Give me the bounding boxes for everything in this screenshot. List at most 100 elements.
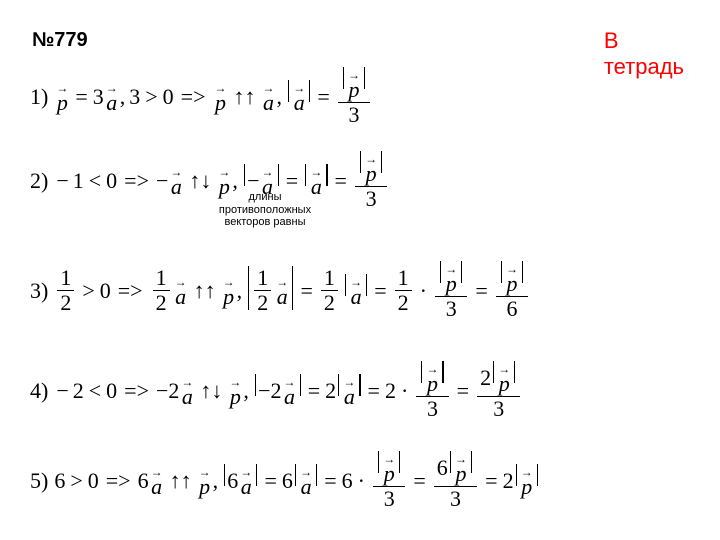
minus: − (56, 378, 68, 404)
dot: · (420, 278, 427, 304)
three: 3 (129, 84, 140, 110)
equals: = (264, 468, 276, 494)
item-2: 2) − 1 < 0 => − →a ↑↓ →p , −→a = →a = →p… (30, 150, 700, 211)
six: 6 (342, 468, 353, 494)
zero: 0 (100, 278, 111, 304)
opposite-dir: ↑↓ (200, 378, 222, 404)
vec-a: →a (181, 374, 193, 408)
equals: = (324, 468, 336, 494)
coef-3: 3 (93, 84, 104, 110)
implies: => (124, 168, 149, 194)
frac-p-over-3: →p 3 (435, 260, 467, 321)
equals: = (75, 84, 87, 110)
vec-p: →p (229, 374, 241, 408)
two: 2 (503, 468, 514, 494)
equals: = (368, 378, 380, 404)
equals: = (457, 378, 469, 404)
vec-p: →p (223, 274, 235, 308)
abs-6a: 6→a (222, 464, 259, 498)
six: 6 (282, 468, 293, 494)
frac-p-over-3: →p 3 (416, 360, 448, 421)
codirected: ↑↑ (194, 278, 216, 304)
six: 6 (138, 468, 149, 494)
equals: = (335, 168, 347, 194)
zero: 0 (88, 468, 99, 494)
zero: 0 (163, 84, 174, 110)
item-5-index: 5) (30, 468, 48, 494)
vec-a: →a (106, 80, 118, 114)
lt: < (89, 378, 101, 404)
equals: = (286, 168, 298, 194)
abs-a: →a (286, 80, 312, 114)
two: 2 (168, 378, 179, 404)
one: 1 (73, 168, 84, 194)
item-3-index: 3) (30, 278, 48, 304)
dot: · (358, 468, 365, 494)
equals: = (413, 468, 425, 494)
note-line1: В (604, 28, 619, 53)
zero: 0 (106, 378, 117, 404)
item-4: 4) − 2 < 0 => − 2 →a ↑↓ →p , −2→a = 2 →a… (30, 360, 700, 421)
minus: − (156, 168, 168, 194)
minus: − (56, 168, 68, 194)
subnote-opposite-vectors: длины противоположных векторов равны (210, 191, 320, 229)
dot: · (401, 378, 408, 404)
zero: 0 (106, 168, 117, 194)
frac-p-over-3: →p 3 (338, 66, 370, 127)
item-5: 5) 6 > 0 => 6 →a ↑↑ →p , 6→a = 6 →a = 6 … (30, 450, 700, 511)
comma: , (277, 84, 283, 110)
vec-p: →p (56, 80, 68, 114)
implies: => (118, 278, 143, 304)
comma: , (232, 168, 238, 194)
vec-a: →a (151, 464, 163, 498)
item-2-index: 2) (30, 168, 48, 194)
frac-6p-over-3: 6→p 3 (434, 450, 477, 511)
abs-p: →p (514, 464, 540, 498)
half: 12 (321, 266, 338, 315)
item-4-index: 4) (30, 378, 48, 404)
comma: , (237, 278, 243, 304)
equals: = (317, 84, 329, 110)
equals: = (374, 278, 386, 304)
frac-p-over-3: →p 3 (373, 450, 405, 511)
vec-p: →p (215, 80, 227, 114)
equals: = (300, 278, 312, 304)
gt: > (82, 278, 94, 304)
abs-a: →a (343, 274, 369, 308)
two: 2 (385, 378, 396, 404)
half: 12 (153, 266, 170, 315)
abs-half-a: 12 →a (246, 266, 295, 315)
abs-a: →a (293, 464, 319, 498)
equals: = (308, 378, 320, 404)
item-3: 3) 12 > 0 => 12 →a ↑↑ →p , 12 →a = 12 →a… (30, 260, 700, 321)
implies: => (124, 378, 149, 404)
two: 2 (73, 378, 84, 404)
comma: , (213, 468, 219, 494)
minus: − (156, 378, 168, 404)
equals: = (475, 278, 487, 304)
vec-a: →a (170, 164, 182, 198)
lt: < (89, 168, 101, 194)
vec-a: →a (175, 274, 187, 308)
half: 12 (395, 266, 412, 315)
gt: > (145, 84, 157, 110)
codirected: ↑↑ (170, 468, 192, 494)
problem-number: №779 (32, 30, 92, 51)
abs-neg2a: −2→a (253, 374, 303, 408)
implies: => (106, 468, 131, 494)
item-1: 1) →p = 3 →a , 3 > 0 => →p ↑↑ →a , →a = … (30, 66, 700, 127)
six: 6 (54, 468, 65, 494)
two: 2 (325, 378, 336, 404)
opposite-dir: ↑↓ (189, 168, 211, 194)
codirected: ↑↑ (234, 84, 256, 110)
gt: > (70, 468, 82, 494)
vec-p: →p (199, 464, 211, 498)
equals: = (485, 468, 497, 494)
vec-a: →a (263, 80, 275, 114)
frac-2p-over-3: 2→p 3 (477, 360, 520, 421)
implies: => (181, 84, 206, 110)
comma: , (120, 84, 126, 110)
frac-p-over-6: →p 6 (496, 260, 528, 321)
comma: , (243, 378, 249, 404)
half: 12 (57, 266, 74, 315)
